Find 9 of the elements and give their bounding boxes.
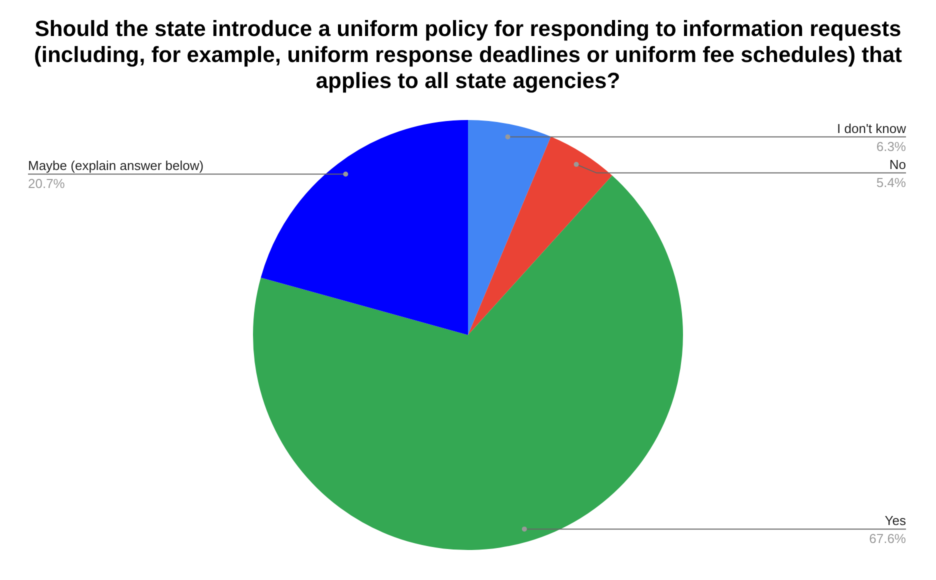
data-label: 67.6%: [869, 531, 906, 546]
chart-title: Should the state introduce a uniform policy for responding to information requests (including, for example, uniform response deadlines or uniform fee schedules) that applies to all state agencies?: [33, 16, 903, 94]
data-label: 5.4%: [876, 174, 906, 190]
slice-label: Maybe (explain answer below): [28, 158, 204, 174]
data-label: 20.7%: [28, 176, 66, 192]
slice-label: No: [889, 156, 906, 172]
data-label: 6.3%: [876, 138, 906, 154]
slice-label: I don't know: [837, 120, 907, 136]
slice-label: Yes: [884, 513, 906, 528]
